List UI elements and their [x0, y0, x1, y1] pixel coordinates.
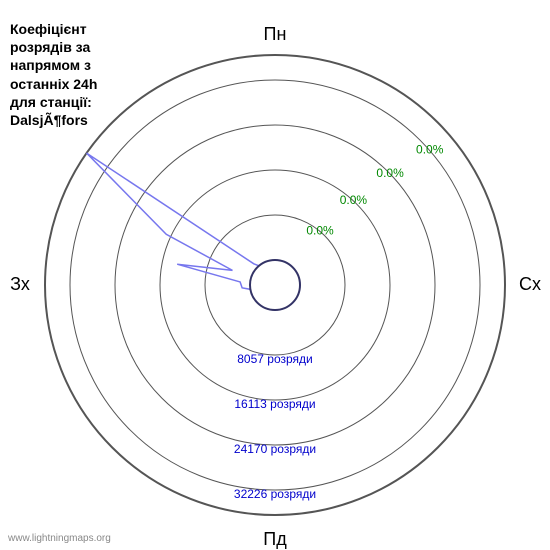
pct-label: 0.0%	[416, 143, 444, 157]
axis-label-south: Пд	[263, 529, 287, 549]
pct-label: 0.0%	[376, 166, 404, 180]
axis-label-east: Сх	[519, 274, 541, 294]
pct-label: 0.0%	[306, 224, 334, 238]
count-label: 16113 розряди	[234, 397, 315, 411]
polar-chart-svg: Пн Пд Зх Сх 0.0% 0.0% 0.0% 0.0% 8057 розряди 16…	[0, 0, 550, 550]
axis-label-north: Пн	[264, 24, 287, 44]
center-circle	[250, 260, 300, 310]
pct-label: 0.0%	[340, 193, 368, 207]
axis-label-west: Зх	[10, 274, 30, 294]
footer-link[interactable]: www.lightningmaps.org	[8, 533, 111, 544]
count-label: 24170 розряди	[234, 442, 316, 456]
count-label: 32226 розряди	[234, 487, 316, 501]
count-label: 8057 розряди	[237, 352, 313, 366]
